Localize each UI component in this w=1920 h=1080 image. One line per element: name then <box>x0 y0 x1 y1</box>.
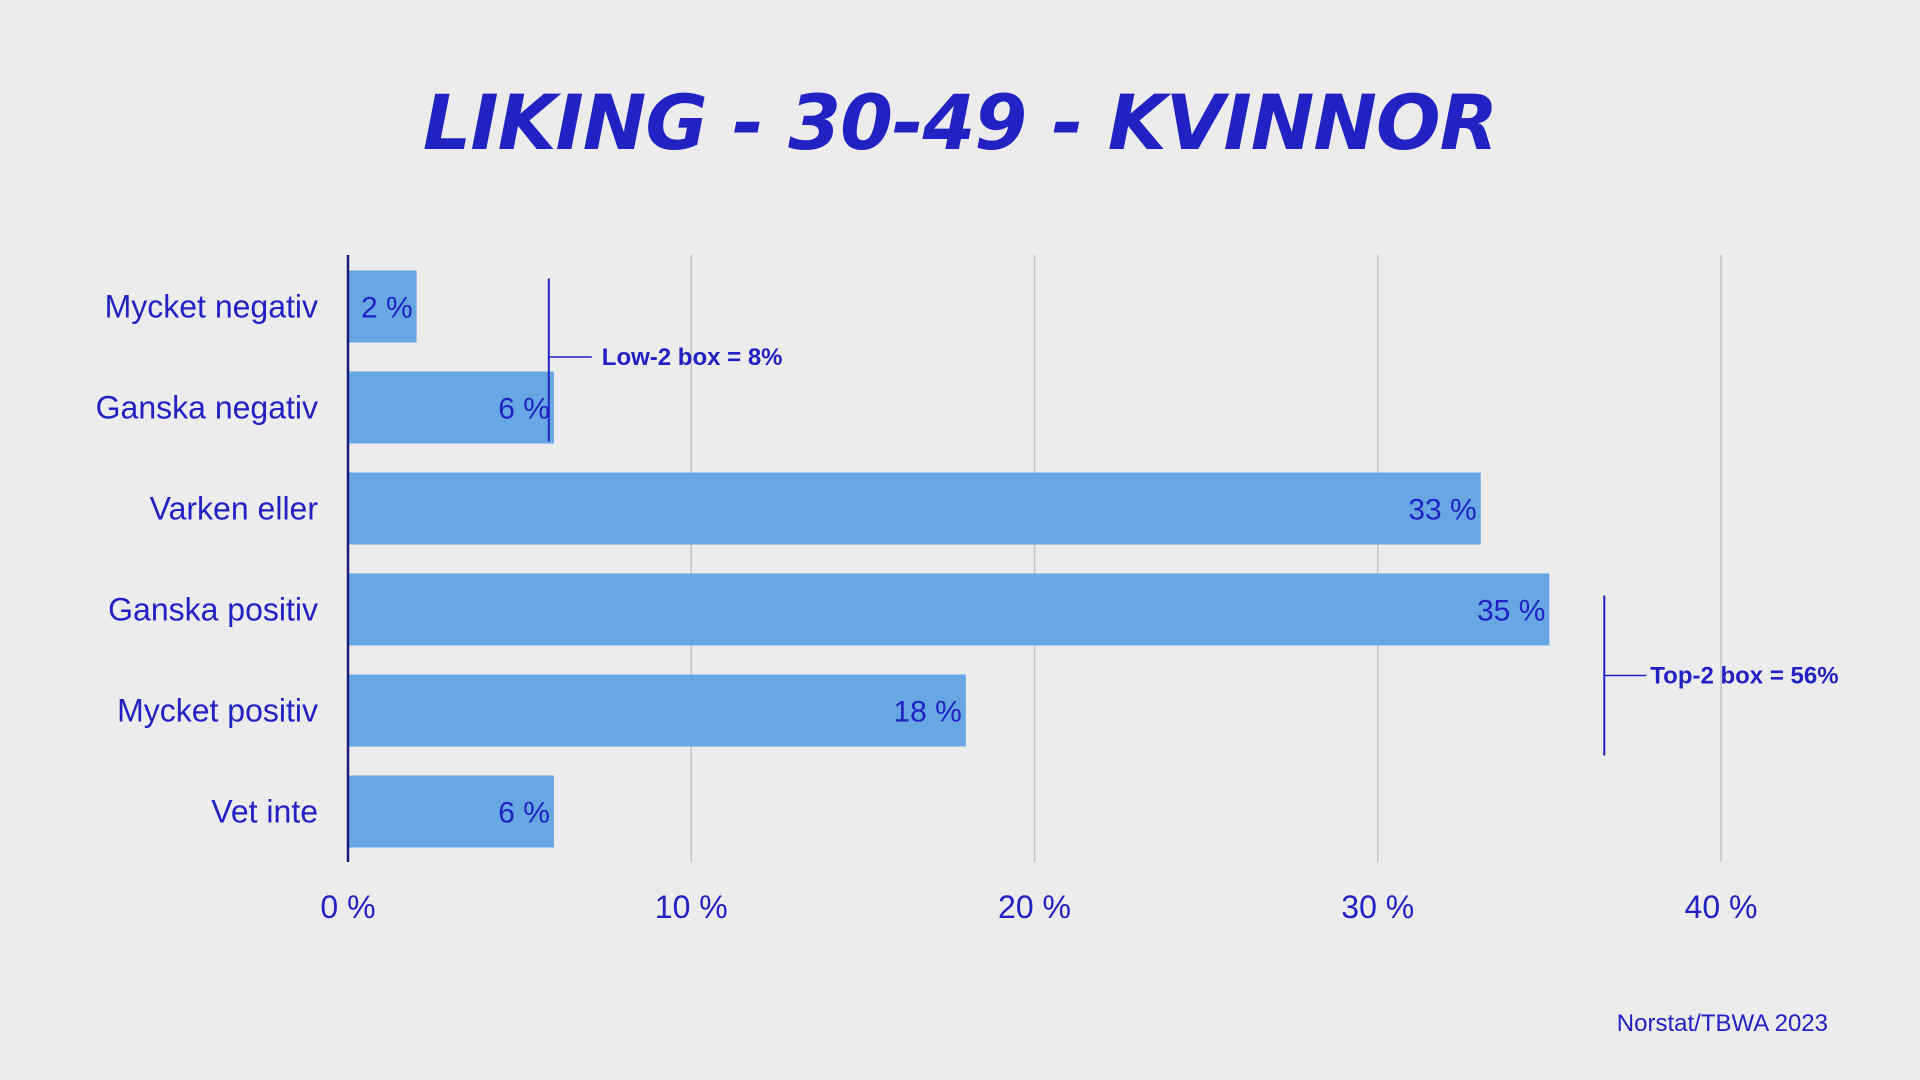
x-tick-label: 0 % <box>320 889 375 925</box>
data-label: 6 % <box>498 393 550 426</box>
x-tick-label: 20 % <box>998 889 1071 925</box>
category-labels: Mycket negativ Ganska negativ Varken eller… <box>96 289 319 830</box>
category-label: Varken eller <box>150 491 319 527</box>
bar <box>348 775 554 848</box>
x-tick-labels: 0 % 10 % 20 % 30 % 40 % <box>320 889 1757 925</box>
category-label: Ganska positiv <box>108 592 318 628</box>
category-label: Ganska negativ <box>96 390 318 426</box>
category-label: Mycket positiv <box>117 693 318 729</box>
data-label: 18 % <box>893 696 961 729</box>
category-label: Vet inte <box>211 794 318 830</box>
category-label: Mycket negativ <box>105 289 318 325</box>
x-tick-label: 10 % <box>655 889 728 925</box>
data-label: 6 % <box>498 797 550 830</box>
gridlines <box>690 255 1722 862</box>
value-labels: 2 % 6 % 33 % 35 % 18 % 6 % <box>361 292 1545 830</box>
low-2-box-label: Low-2 box = 8% <box>602 344 783 371</box>
bracket-annotations: Low-2 box = 8% Top-2 box = 56% <box>547 278 1839 756</box>
page-title: LIKING - 30-49 - KVINNOR <box>422 78 1498 167</box>
source-note: Norstat/TBWA 2023 <box>1616 1010 1828 1037</box>
bar <box>348 270 417 343</box>
bars <box>348 270 1550 848</box>
top-2-box-label: Top-2 box = 56% <box>1650 663 1838 690</box>
data-label: 33 % <box>1408 494 1476 527</box>
x-tick-label: 40 % <box>1685 889 1758 925</box>
bar <box>348 674 966 747</box>
data-label: 2 % <box>361 292 413 325</box>
bar <box>348 371 554 444</box>
bar <box>348 472 1481 545</box>
data-label: 35 % <box>1477 595 1545 628</box>
x-tick-label: 30 % <box>1341 889 1414 925</box>
bar <box>348 573 1550 646</box>
